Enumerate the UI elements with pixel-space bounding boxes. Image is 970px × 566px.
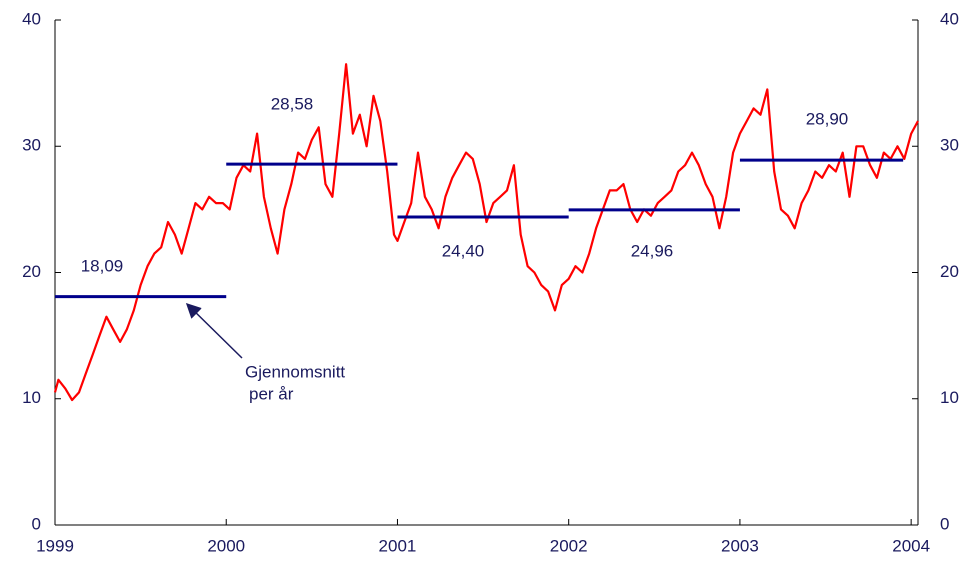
annotation: Gjennomsnitt — [245, 362, 345, 381]
average-label: 24,40 — [442, 241, 485, 260]
x-tick-label: 1999 — [36, 536, 74, 555]
annotation: per år — [249, 384, 294, 403]
y2-tick-label: 40 — [940, 9, 959, 28]
y-tick-label: 30 — [22, 136, 41, 155]
y-tick-label: 20 — [22, 262, 41, 281]
average-label: 18,09 — [81, 256, 124, 275]
y-tick-label: 0 — [32, 514, 41, 533]
y2-tick-label: 20 — [940, 262, 959, 281]
x-tick-label: 2002 — [550, 536, 588, 555]
x-tick-label: 2004 — [892, 536, 930, 555]
annotation-arrow — [185, 302, 243, 359]
y-tick-label: 40 — [22, 9, 41, 28]
average-label: 28,58 — [271, 94, 314, 113]
x-tick-label: 2001 — [379, 536, 417, 555]
average-label: 28,90 — [806, 109, 849, 128]
y-tick-label: 10 — [22, 388, 41, 407]
y2-tick-label: 0 — [940, 514, 949, 533]
average-label: 24,96 — [631, 241, 674, 260]
y2-tick-label: 10 — [940, 388, 959, 407]
x-tick-label: 2000 — [207, 536, 245, 555]
x-tick-label: 2003 — [721, 536, 759, 555]
price-line — [53, 63, 919, 402]
y2-tick-label: 30 — [940, 136, 959, 155]
